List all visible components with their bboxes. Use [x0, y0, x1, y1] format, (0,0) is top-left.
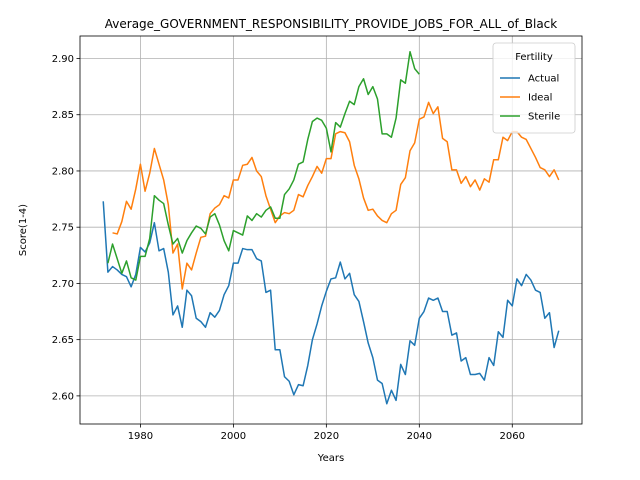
- x-axis-ticks: 1980 2000 2020 2040 2060: [128, 424, 525, 442]
- legend: Fertility Actual Ideal Sterile: [492, 42, 576, 134]
- y-axis-ticks: 2.60 2.65 2.70 2.75 2.80 2.85 2.90: [52, 54, 80, 402]
- series-line-sterile: [107, 50, 420, 281]
- chart-title: Average_GOVERNMENT_RESPONSIBILITY_PROVID…: [105, 17, 558, 31]
- y-axis-label: Score(1-4): [18, 204, 29, 256]
- legend-label-ideal: Ideal: [528, 93, 552, 104]
- y-tick-label: 2.80: [52, 166, 74, 177]
- series-lines: [102, 50, 560, 405]
- x-axis-label: Years: [317, 453, 344, 464]
- y-tick-label: 2.60: [52, 391, 74, 402]
- x-tick-label: 2020: [314, 431, 339, 442]
- y-tick-label: 2.90: [52, 54, 74, 65]
- y-tick-label: 2.65: [52, 335, 74, 346]
- y-tick-label: 2.75: [52, 223, 74, 234]
- y-tick-label: 2.70: [52, 279, 74, 290]
- x-tick-label: 2000: [221, 431, 246, 442]
- y-tick-label: 2.85: [52, 110, 74, 121]
- series-line-actual: [102, 201, 560, 405]
- plot-frame: [79, 35, 583, 425]
- legend-label-actual: Actual: [528, 74, 559, 85]
- series-line-ideal: [112, 101, 560, 290]
- legend-box: [492, 42, 576, 134]
- legend-title: Fertility: [515, 52, 553, 63]
- legend-label-sterile: Sterile: [528, 112, 560, 123]
- x-tick-label: 2040: [407, 431, 432, 442]
- x-tick-label: 1980: [128, 431, 153, 442]
- x-tick-label: 2060: [500, 431, 525, 442]
